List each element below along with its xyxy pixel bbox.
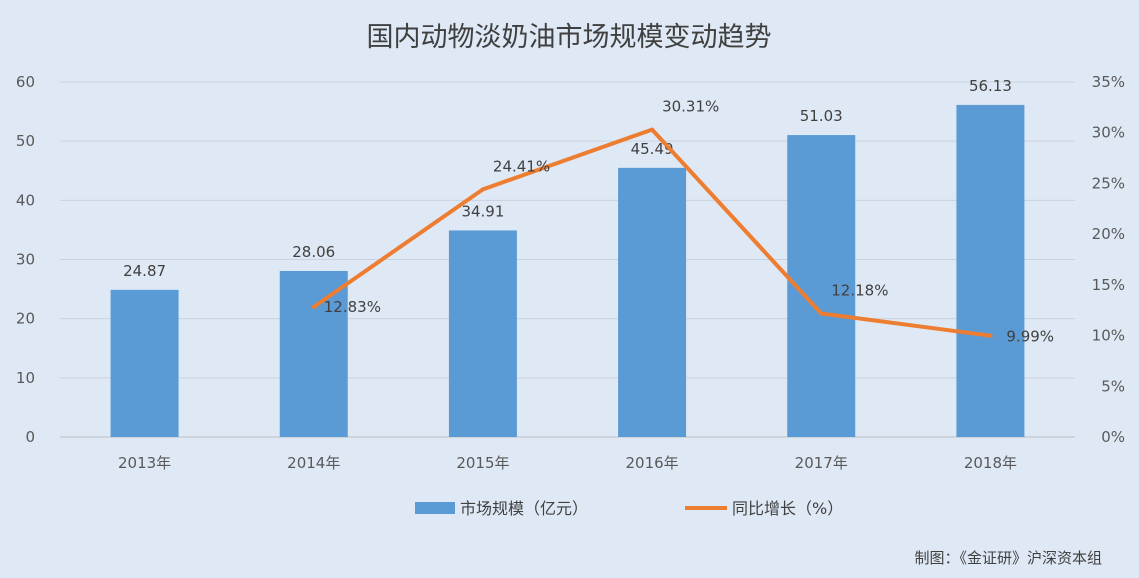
x-tick-label: 2017年 — [795, 454, 848, 472]
y2-tick-label: 10% — [1092, 327, 1125, 345]
y2-tick-label: 0% — [1101, 428, 1125, 446]
bar-series: 24.87 28.06 34.91 45.49 51.03 56.13 — [110, 77, 1025, 438]
gridlines — [60, 81, 1075, 438]
bar — [110, 289, 179, 437]
y2-tick-label: 30% — [1092, 124, 1125, 142]
right-axis: 0% 5% 10% 15% 20% 25% 30% 35% — [1092, 73, 1125, 446]
legend: 市场规模（亿元） 同比增长（%） — [415, 499, 843, 518]
line-point — [650, 127, 655, 132]
y2-tick-label: 15% — [1092, 276, 1125, 294]
legend-bar-label: 市场规模（亿元） — [460, 499, 588, 518]
bar-data-label: 24.87 — [123, 262, 166, 280]
line-point — [819, 311, 824, 316]
line-series: 12.83% 24.41% 30.31% 12.18% 9.99% — [311, 98, 1054, 346]
y-tick-label: 60 — [16, 73, 35, 91]
x-tick-label: 2015年 — [456, 454, 509, 472]
x-axis: 2013年 2014年 2015年 2016年 2017年 2018年 — [118, 454, 1017, 472]
line-point — [480, 187, 485, 192]
y2-tick-label: 5% — [1101, 377, 1125, 395]
bar — [956, 104, 1025, 438]
y2-tick-label: 35% — [1092, 73, 1125, 91]
source-note: 制图：《金证研》沪深资本组 — [914, 549, 1102, 567]
line-data-label: 12.83% — [324, 298, 381, 316]
y-tick-label: 0 — [25, 428, 35, 446]
line-data-label: 9.99% — [1006, 328, 1054, 346]
bar-data-label: 34.91 — [461, 202, 504, 220]
x-tick-label: 2016年 — [625, 454, 678, 472]
line-data-label: 12.18% — [831, 281, 888, 299]
bar-data-label: 45.49 — [631, 140, 674, 158]
y2-tick-label: 20% — [1092, 225, 1125, 243]
chart-title: 国内动物淡奶油市场规模变动趋势 — [367, 22, 772, 53]
y-tick-label: 30 — [16, 251, 35, 269]
bar-data-label: 56.13 — [969, 77, 1012, 95]
y-tick-label: 50 — [16, 132, 35, 150]
legend-line-label: 同比增长（%） — [732, 499, 843, 518]
bar — [448, 230, 517, 437]
bar-data-label: 51.03 — [800, 107, 843, 125]
line-point — [311, 304, 316, 309]
bar — [618, 167, 687, 437]
line-point — [988, 333, 993, 338]
x-tick-label: 2013年 — [118, 454, 171, 472]
y-tick-label: 20 — [16, 310, 35, 328]
x-tick-label: 2018年 — [964, 454, 1017, 472]
x-tick-label: 2014年 — [287, 454, 340, 472]
y-tick-label: 40 — [16, 191, 35, 209]
line-data-label: 24.41% — [493, 157, 550, 175]
bar-data-label: 28.06 — [292, 243, 335, 261]
legend-bar-swatch — [415, 502, 455, 514]
line-data-label: 30.31% — [662, 98, 719, 116]
left-axis: 0 10 20 30 40 50 60 — [16, 73, 35, 446]
bar — [279, 270, 348, 437]
y-tick-label: 10 — [16, 369, 35, 387]
y2-tick-label: 25% — [1092, 174, 1125, 192]
